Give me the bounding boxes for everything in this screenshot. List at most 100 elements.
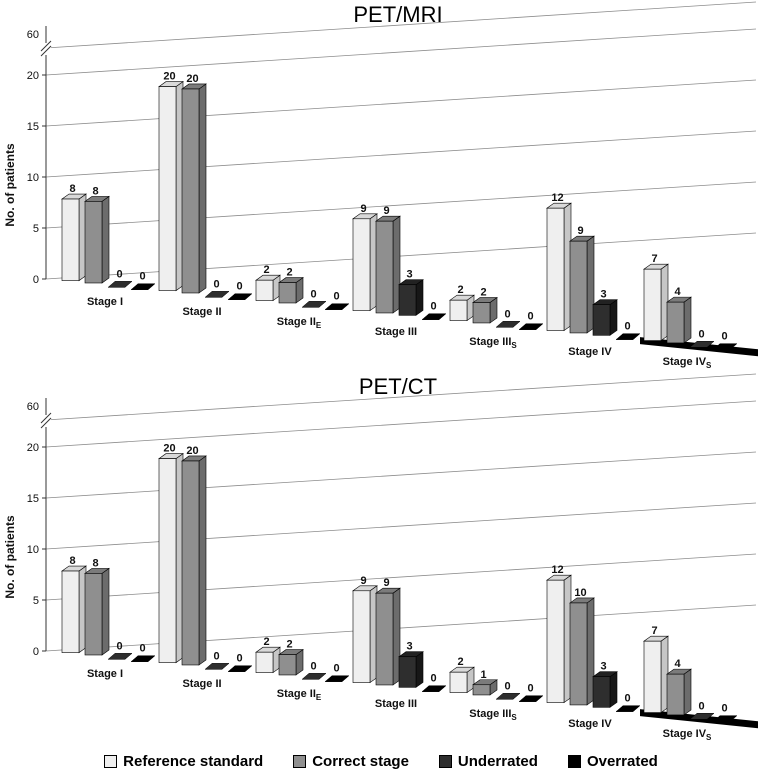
bar-side-face (683, 296, 692, 344)
value-label: 0 (236, 653, 242, 665)
bar-zero-pad (130, 283, 156, 290)
bar-front-face (352, 590, 371, 683)
value-label: 0 (430, 301, 436, 313)
bar-front-face (375, 592, 394, 686)
value-label: 20 (186, 445, 198, 457)
chart-title: PET/MRI (353, 2, 442, 27)
axis-break-slash (40, 412, 52, 424)
legend-item: Correct stage (293, 753, 409, 770)
value-label: 9 (383, 205, 389, 217)
bar-front-face (569, 240, 588, 334)
value-label: 2 (457, 284, 463, 296)
value-label: 9 (360, 575, 366, 587)
chart-pet-ct: 0 5 10 15 20 60 No. of patients PET/CT 8 8 0 0 Stage… (0, 372, 762, 744)
y-tick-label: 10 (27, 172, 39, 184)
value-label: 10 (574, 587, 586, 599)
grid-line (45, 553, 757, 601)
bar-zero-pad (712, 715, 738, 722)
grid-line-top (45, 1, 757, 49)
value-label: 3 (406, 641, 412, 653)
value-label: 3 (600, 661, 606, 673)
value-label: 9 (577, 225, 583, 237)
bar-front-face (666, 673, 685, 716)
value-label: 0 (698, 700, 704, 712)
value-label: 0 (527, 311, 533, 323)
value-label: 2 (286, 639, 292, 651)
bar-zero-pad (130, 655, 156, 662)
bar-front-face (546, 207, 565, 331)
category-label: Stage IV (568, 346, 612, 358)
y-tick-label: 20 (27, 70, 39, 82)
y-tick-label: 15 (27, 121, 39, 133)
bar-front-face (546, 579, 565, 703)
gridlines (45, 373, 757, 652)
value-label: 2 (263, 264, 269, 276)
value-label: 9 (360, 203, 366, 215)
category-label: Stage IVS (663, 356, 712, 370)
category-label: Stage II (182, 678, 221, 690)
bar-front-face (449, 671, 468, 693)
bar-group: 8 8 0 0 (61, 555, 156, 662)
y-tick-label: 0 (33, 274, 39, 286)
bar-front-face (278, 654, 297, 676)
axis-break-slash (40, 40, 52, 52)
legend-swatch (293, 754, 307, 768)
bar-side-face (683, 668, 692, 716)
value-label: 0 (624, 321, 630, 333)
y-axis-title: No. of patients (3, 515, 17, 599)
bar-front-face (569, 602, 588, 706)
legend-swatch (567, 754, 581, 768)
y-tick-label-break: 60 (27, 29, 39, 41)
bar-group: 9 9 3 0 (352, 575, 447, 692)
legend-label: Reference standard (123, 752, 264, 770)
bar-group: 2 2 0 0 (449, 284, 544, 330)
value-label: 3 (406, 269, 412, 281)
grid-line (45, 451, 757, 499)
category-label: Stage IVS (663, 728, 712, 742)
category-label: Stage IIIS (469, 708, 517, 722)
value-label: 0 (333, 291, 339, 303)
bar-front-face (255, 279, 274, 301)
bar-side-face (609, 671, 618, 708)
grid-line (45, 28, 757, 76)
value-label: 9 (383, 577, 389, 589)
value-label: 0 (236, 281, 242, 293)
value-label: 0 (527, 683, 533, 695)
legend-swatch (104, 754, 118, 768)
grid-line-top (45, 373, 757, 421)
bar-front-face (592, 304, 611, 336)
grid-line (45, 502, 757, 550)
bar-group: 12 10 3 0 (546, 564, 641, 712)
y-tick-label: 5 (33, 223, 39, 235)
value-label: 2 (457, 656, 463, 668)
axis-break-mask (41, 415, 51, 427)
bar-front-face (61, 570, 80, 653)
bar-front-face (181, 88, 200, 294)
value-label: 20 (163, 443, 175, 455)
value-label: 0 (213, 278, 219, 290)
bar-zero-pad (107, 281, 133, 288)
bar-zero-pad (421, 313, 447, 320)
y-axis-title: No. of patients (3, 143, 17, 227)
bar-front-face (158, 458, 177, 663)
value-label: 0 (139, 271, 145, 283)
value-label: 8 (92, 185, 98, 197)
bar-side-face (415, 279, 424, 316)
value-label: 0 (721, 703, 727, 715)
value-label: 7 (651, 253, 657, 265)
bar-zero-pad (495, 693, 521, 700)
bar-front-face (278, 282, 297, 304)
category-label: Stage I (87, 296, 123, 308)
value-label: 8 (69, 555, 75, 567)
bar-front-face (181, 460, 200, 666)
bar-front-face (592, 676, 611, 708)
bar-side-face (101, 195, 110, 284)
category-label: Stage IIE (277, 688, 322, 702)
value-label: 0 (310, 288, 316, 300)
axis-break-mask (41, 43, 51, 55)
y-tick-label: 5 (33, 595, 39, 607)
category-label: Stage III (375, 326, 417, 338)
category-label: Stage III (375, 698, 417, 710)
